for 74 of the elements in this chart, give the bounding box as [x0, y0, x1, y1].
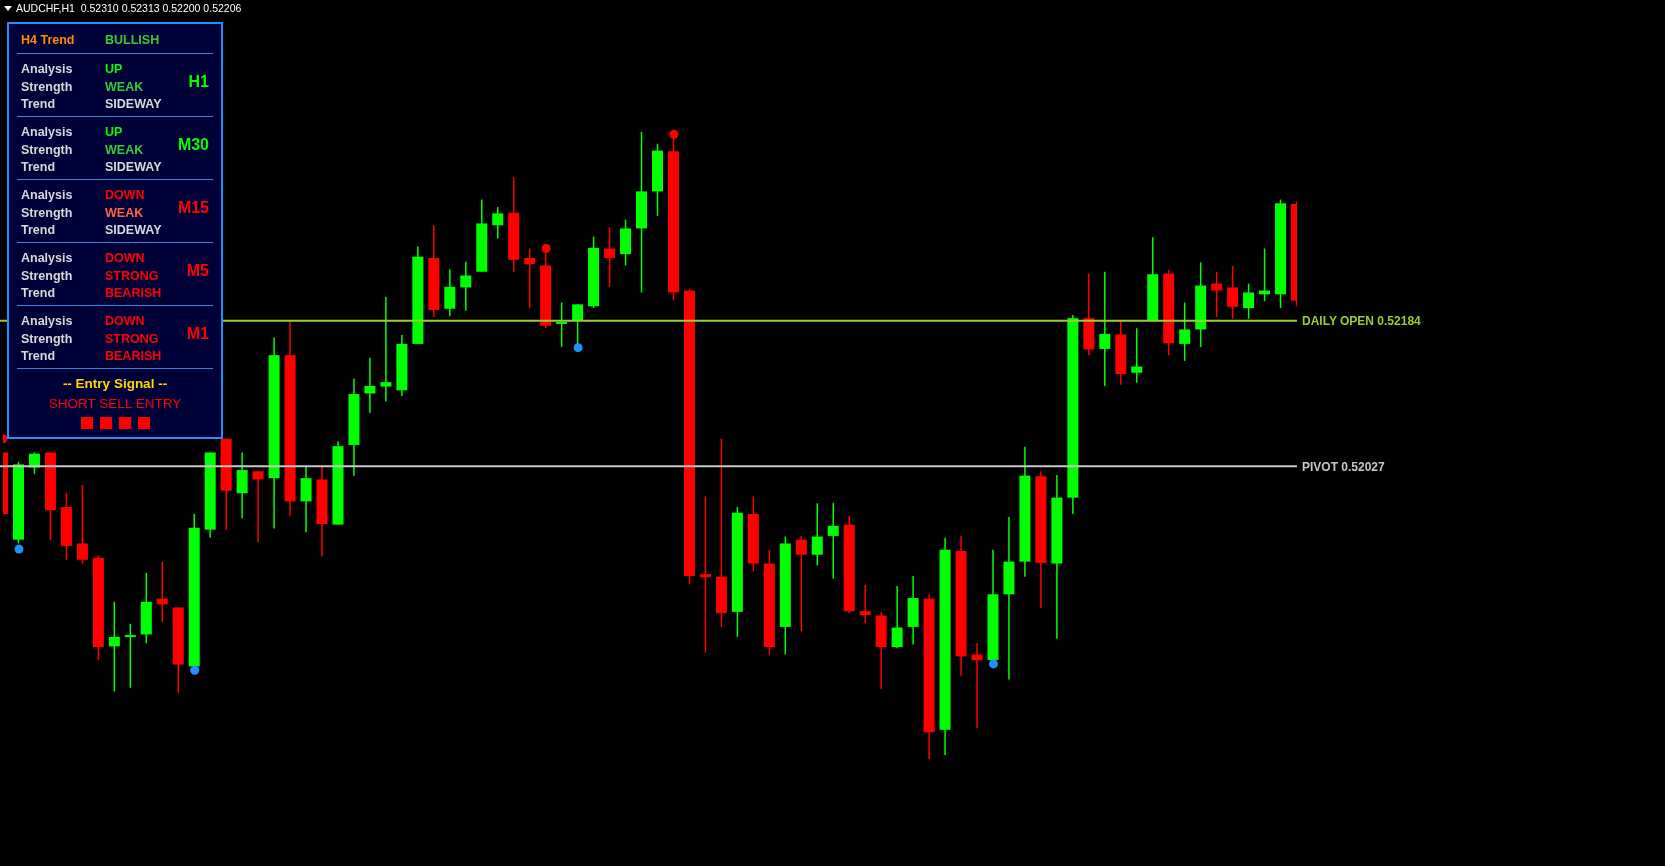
annotation: -- Entry Signal -- — [62, 376, 168, 391]
candlestick — [891, 585, 903, 649]
point — [541, 244, 551, 253]
text: SIDEWAY — [105, 97, 162, 111]
candlestick — [859, 584, 871, 624]
annotation: SIDEWAY — [105, 223, 162, 237]
annotation: M30 — [177, 136, 209, 153]
candlestick — [1211, 270, 1223, 318]
candlestick — [811, 502, 823, 567]
annotation: SHORT SELL ENTRY — [48, 396, 182, 411]
annotation: Trend — [21, 223, 56, 237]
candlestick — [1243, 282, 1255, 320]
candlestick — [1099, 270, 1111, 387]
point — [190, 665, 200, 675]
annotation: Trend — [21, 160, 56, 174]
annotation: Strength — [21, 205, 73, 220]
annotation: DOWN — [105, 251, 145, 265]
candlestick — [1227, 265, 1239, 320]
annotation: Strength — [21, 142, 73, 157]
annotation: Analysis — [21, 314, 73, 328]
candlestick — [364, 356, 376, 414]
text: Analysis — [21, 62, 73, 76]
annotation: Analysis — [21, 188, 73, 202]
annotation: Strength — [21, 331, 73, 346]
candlestick — [380, 296, 392, 403]
annotation: SIDEWAY — [105, 160, 162, 174]
annotation: STRONG — [105, 331, 159, 346]
text: Strength — [21, 79, 73, 94]
annotation: DOWN — [105, 188, 145, 202]
annotation: STRONG — [105, 268, 159, 283]
annotation: Trend — [21, 349, 56, 363]
annotation: M1 — [186, 325, 209, 342]
candlestick — [492, 206, 504, 240]
annotation: Trend — [21, 286, 56, 300]
candlestick — [444, 268, 456, 318]
annotation: WEAK — [105, 142, 144, 157]
point — [669, 129, 679, 139]
annotation: M5 — [186, 262, 209, 279]
candlestick — [76, 484, 88, 565]
text: UP — [105, 62, 123, 76]
annotation: BEARISH — [105, 349, 162, 363]
candlestick — [1179, 301, 1191, 362]
annotation: UP — [105, 125, 123, 139]
candlestick — [460, 260, 472, 312]
annotation: DOWN — [105, 314, 145, 328]
candlestick — [300, 465, 312, 533]
text: H4 Trend — [21, 33, 75, 47]
candlestick — [252, 470, 264, 543]
candlestick — [827, 501, 839, 580]
candlestick — [524, 247, 536, 309]
ref-line-label: DAILY OPEN 0.52184 — [1302, 313, 1422, 328]
annotation: Strength — [21, 268, 73, 283]
annotation: BEARISH — [105, 286, 162, 300]
point — [14, 544, 24, 554]
candlestick — [1131, 327, 1143, 384]
candlestick — [699, 495, 711, 654]
annotation: Analysis — [21, 251, 73, 265]
point — [988, 659, 998, 669]
candlestick — [108, 601, 120, 693]
candlestick — [124, 623, 136, 689]
chart-title: AUDCHF,H1 0.52310 0.52313 0.52200 0.52206 — [16, 2, 242, 14]
annotation: WEAK — [105, 205, 144, 220]
candlestick — [795, 535, 807, 633]
annotation: M15 — [177, 199, 209, 216]
ref-line-label: PIVOT 0.52027 — [1302, 459, 1386, 474]
candlestick — [236, 451, 248, 520]
candlestick — [556, 301, 568, 348]
candlestick — [604, 226, 616, 288]
text: Trend — [21, 97, 56, 111]
point — [573, 343, 583, 353]
text: H1 — [188, 73, 209, 90]
annotation: Analysis — [21, 125, 73, 139]
text: BULLISH — [105, 33, 160, 47]
text: WEAK — [105, 79, 144, 94]
